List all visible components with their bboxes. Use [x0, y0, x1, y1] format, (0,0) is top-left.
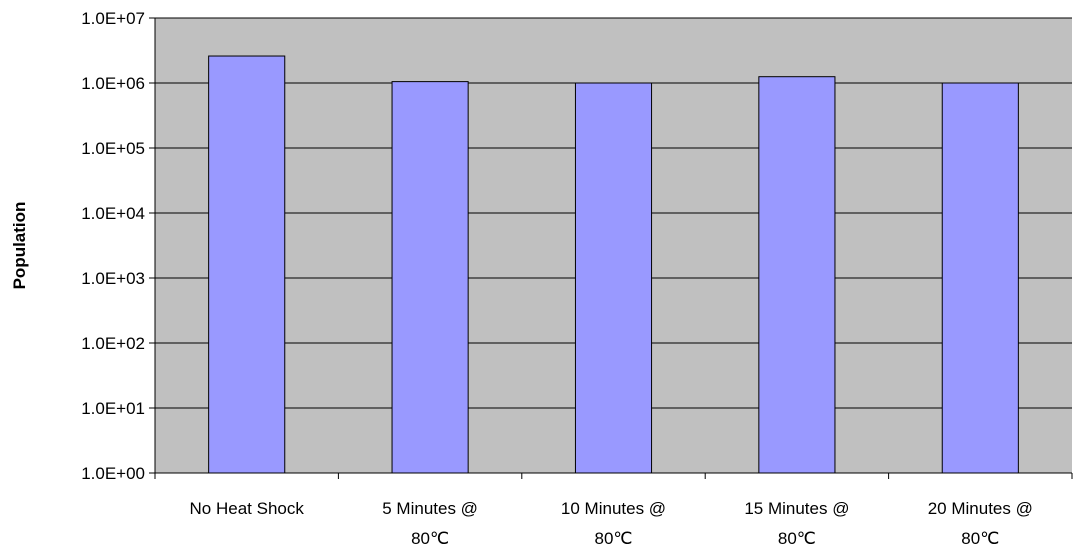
x-category-label: 80℃ [594, 529, 632, 548]
x-category-labels: No Heat Shock 5 Minutes @ 80℃ 10 Minutes @ 8… [190, 499, 1033, 548]
y-tick-label: 1.0E+07 [81, 9, 145, 28]
y-tick-label: 1.0E+05 [81, 139, 145, 158]
x-category-label: 80℃ [411, 529, 449, 548]
x-category-label: 80℃ [961, 529, 999, 548]
y-axis-title: Population [10, 202, 29, 290]
bar [758, 76, 836, 474]
y-tick-label: 1.0E+03 [81, 269, 145, 288]
bar [208, 55, 286, 474]
bar [574, 82, 653, 474]
y-tick-label: 1.0E+00 [81, 464, 145, 483]
x-category-label: 80℃ [778, 529, 816, 548]
x-category-label: 20 Minutes @ [928, 499, 1033, 518]
y-tick-label: 1.0E+06 [81, 74, 145, 93]
bar [391, 81, 469, 474]
x-category-label: 10 Minutes @ [561, 499, 666, 518]
x-category-label: No Heat Shock [190, 499, 305, 518]
y-tick-label: 1.0E+02 [81, 334, 145, 353]
bar [941, 82, 1019, 474]
x-category-label: 5 Minutes @ [382, 499, 478, 518]
y-tick-label: 1.0E+04 [81, 204, 145, 223]
y-tick-labels: 1.0E+00 1.0E+01 1.0E+02 1.0E+03 1.0E+04 1.0E+… [81, 9, 145, 483]
axes [149, 17, 1073, 479]
y-tick-label: 1.0E+01 [81, 399, 145, 418]
x-category-label: 15 Minutes @ [744, 499, 849, 518]
